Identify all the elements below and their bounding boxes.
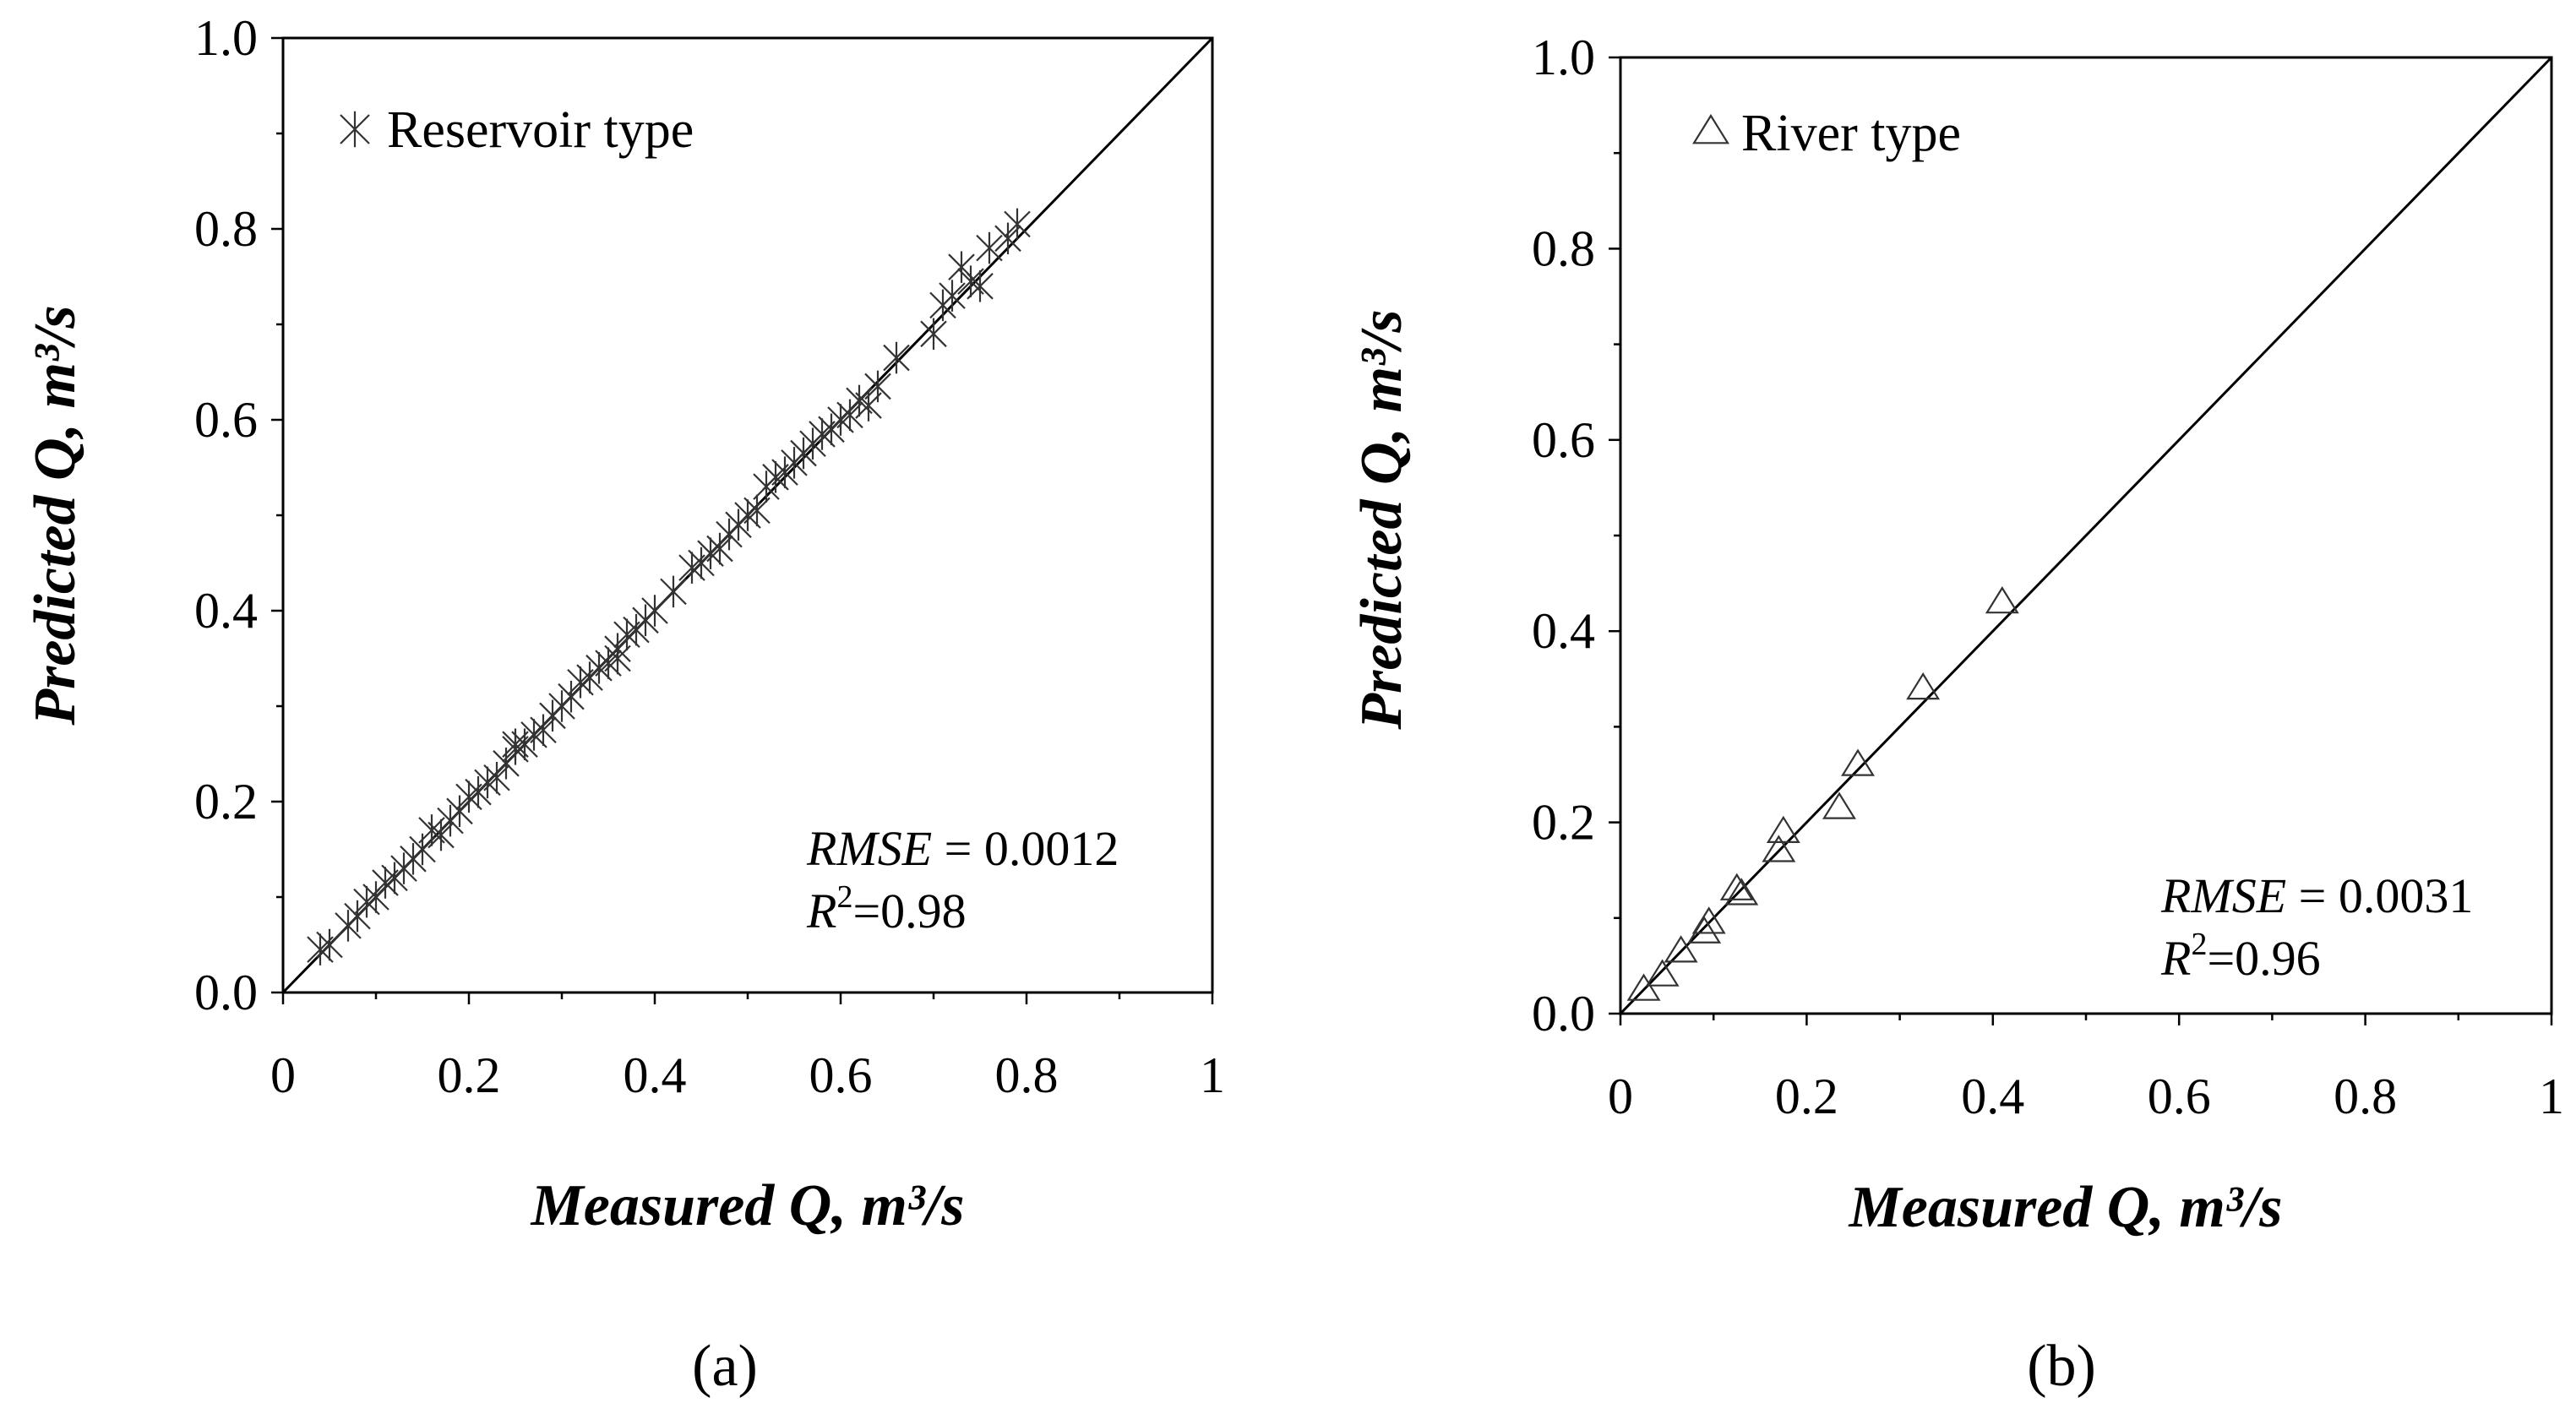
panel-b-scatter-chart: 0 0.2 0.4 0.6 0.8 1 0.0 0.2 0.4 0.6 0.8 1.0 River t… [1349,30,2564,1399]
data-point [502,728,529,760]
x-axis-title: Measured Q, m³/s [531,1173,965,1238]
y-tick-label: 0.2 [1532,795,1595,851]
panel-label: (b) [2027,1334,2096,1399]
r2-label: R [2160,931,2191,986]
legend: Reservoir type [340,101,694,159]
data-point [1766,815,1800,843]
panel-a-scatter-chart: 0 0.2 0.4 0.6 0.8 1 0.0 0.2 0.4 0.6 0.8 1.0 Reservo… [23,10,1225,1399]
x-tick-label: 0.6 [2148,1069,2211,1124]
data-point [1724,878,1759,906]
data-point [1985,586,2019,614]
x-tick-label: 0.2 [438,1047,501,1103]
data-point [1906,672,1941,700]
rmse-value: = 0.0031 [2286,868,2473,923]
y-tick-label: 1.0 [1532,30,1595,85]
rmse-label: RMSE [2160,868,2286,923]
data-point [1687,916,1722,944]
r2-label: R [806,884,836,938]
x-tick-label: 0.2 [1775,1069,1838,1124]
x-tick-label: 0.4 [624,1047,687,1103]
data-point [1645,959,1680,987]
x-tick-label: 0 [270,1047,296,1103]
data-point [1626,973,1661,1001]
rmse-annotation: RMSE = 0.0012 [806,821,1119,876]
data-point [1762,835,1796,862]
data-point [939,280,966,312]
y-tick-label: 0.0 [1532,986,1595,1041]
x-tick-label: 0.4 [1961,1069,2024,1124]
data-point [976,231,1003,264]
y-tick-label: 1.0 [194,10,258,66]
x-tick-label: 0 [1608,1069,1633,1124]
x-axis-title: Measured Q, m³/s [1849,1175,2283,1240]
x-tick-label: 1 [1200,1047,1225,1103]
y-tick-label: 0.6 [1532,412,1595,468]
triangle-icon [1692,113,1729,144]
panel-label: (a) [692,1334,758,1399]
legend-label: Reservoir type [387,101,694,159]
r2-annotation: R2=0.96 [2160,927,2321,986]
x-tick-label: 0.8 [995,1047,1059,1103]
legend: River type [1692,105,1961,162]
asterisk-icon [340,111,370,148]
data-point [883,341,910,374]
x-tick-label: 0.8 [2334,1069,2397,1124]
data-point [1719,873,1754,900]
data-point [1004,208,1031,241]
data-point [1664,935,1698,963]
data-point [864,370,891,403]
r2-superscript: 2 [2191,927,2207,962]
y-axis-title: Predicted Q, m³/s [23,305,88,726]
asterisk-icon-mark [340,111,370,148]
y-tick-label: 0.8 [194,201,258,257]
r2-superscript: 2 [836,879,852,915]
y-tick-label: 0.8 [1532,220,1595,276]
r2-value: =0.96 [2207,931,2320,986]
y-axis-title: Predicted Q, m³/s [1349,309,1414,730]
data-point [920,318,947,351]
rmse-label: RMSE [806,821,932,876]
x-tick-label: 1 [2539,1069,2564,1124]
y-tick-label: 0.0 [194,965,258,1020]
data-point [1841,748,1875,776]
data-point [967,270,994,302]
rmse-annotation: RMSE = 0.0031 [2160,868,2473,923]
data-point [1691,906,1726,934]
r2-value: =0.98 [852,884,966,938]
data-point [604,642,631,675]
x-tick-label: 0.6 [809,1047,873,1103]
y-tick-label: 0.6 [194,392,258,448]
r2-annotation: R2=0.98 [806,879,967,938]
rmse-value: = 0.0012 [932,821,1119,876]
legend-label: River type [1741,105,1961,162]
y-tick-label: 0.4 [1532,603,1595,659]
one-to-one-line [1619,56,2553,1015]
y-tick-label: 0.4 [194,583,258,639]
y-tick-label: 0.2 [194,774,258,829]
data-point [660,575,687,608]
triangle-icon-mark [1692,113,1729,144]
data-point [1822,791,1856,819]
